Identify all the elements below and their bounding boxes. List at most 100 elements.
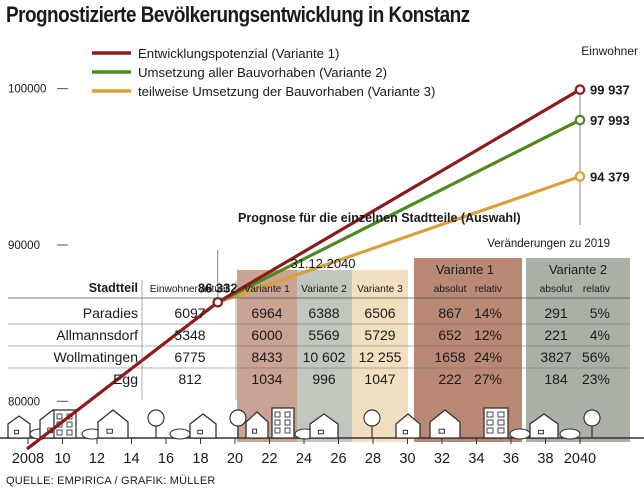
branch-point [212, 297, 224, 308]
cell-current: 5348 [174, 327, 205, 343]
x-tick-label: 34 [468, 451, 484, 467]
block-window [274, 427, 281, 434]
data-labels: 86 332 Einwohner 99 937 97 993 94 379 [198, 44, 638, 295]
branch-value-label: 86 332 [198, 280, 238, 295]
house-shape [245, 411, 269, 439]
x-tick-label: 16 [158, 451, 174, 467]
series-lines [26, 84, 586, 450]
block-window [56, 429, 63, 436]
x-tick-label: 18 [192, 451, 208, 467]
cell-v2-rel: 23% [582, 371, 610, 387]
cell-v1-abs: 222 [438, 371, 462, 387]
y-tick-label: 90000 [8, 240, 40, 252]
block-window [486, 419, 494, 426]
house-window [438, 428, 445, 434]
cell-current: 6775 [174, 349, 205, 365]
band-variante3 [352, 270, 408, 442]
x-tick-label: 26 [330, 451, 346, 467]
x-tick-label: 36 [503, 451, 519, 467]
table-heading: Prognose für die einzelnen Stadtteile (A… [238, 211, 521, 225]
y-tick-label: 80000 [8, 396, 40, 408]
series-line-variante3 [216, 174, 582, 304]
end-value-label-variante3: 94 379 [590, 170, 630, 185]
history-line [26, 300, 220, 450]
block-window [274, 411, 281, 418]
house-window [106, 428, 113, 434]
house-shape [189, 413, 217, 439]
block-window [497, 419, 505, 426]
x-axis: 2008 10 12 14 16 18 20 22 24 26 28 30 32 34 36 38 2040 [12, 438, 596, 467]
cell-variante2: 6388 [308, 305, 339, 321]
legend-label-variante3: teilweise Umsetzung der Bauvorhaben (Var… [138, 84, 435, 99]
x-tick-label: 24 [296, 451, 312, 467]
legend: Entwicklungspotenzial (Variante 1) Umsetz… [92, 46, 435, 99]
skyline-illustration [0, 407, 644, 440]
block-window [486, 411, 494, 418]
cell-v1-rel: 24% [474, 349, 502, 365]
cell-v1-rel: 27% [474, 371, 502, 387]
end-point-variante1 [574, 84, 586, 95]
end-point-variante3 [574, 171, 586, 182]
band-change-variante2 [526, 258, 630, 442]
column-header-variante2: Variante 2 [301, 284, 347, 295]
x-tick-label: 20 [227, 451, 243, 467]
legend-label-variante1: Entwicklungspotenzial (Variante 1) [138, 46, 339, 61]
cell-v2-abs: 291 [544, 305, 568, 321]
column-header-variante3: Variante 3 [357, 284, 403, 295]
block-window [274, 419, 281, 426]
y-axis: 100000 90000 80000 [8, 84, 581, 408]
bush [509, 428, 531, 440]
house-shape [97, 409, 129, 439]
tree-crown [363, 409, 381, 427]
column-header-district: Stadtteil [89, 281, 138, 295]
end-value-label-variante1: 99 937 [590, 83, 630, 98]
house-window [14, 429, 20, 435]
cell-district: Egg [113, 371, 138, 387]
x-tick-label: 2040 [564, 451, 596, 467]
source-credit: QUELLE: EMPIRICA / GRAFIK: MÜLLER [6, 475, 216, 487]
cell-current: 6097 [174, 305, 205, 321]
cell-variante3: 6506 [364, 305, 395, 321]
cell-v2-rel: 56% [582, 349, 610, 365]
cell-variante2: 5569 [308, 327, 339, 343]
cell-variante1: 8433 [251, 349, 282, 365]
x-tick-label: 28 [365, 451, 381, 467]
tree-crown [229, 409, 247, 427]
bush [169, 428, 191, 440]
column-header-v1-rel: relativ [475, 284, 503, 295]
end-point-variante2 [574, 114, 586, 126]
x-tick-label: 30 [399, 451, 415, 467]
chart-title: Prognostizierte Bevölkerungsentwicklung … [6, 2, 470, 27]
cell-variante2: 10 602 [303, 349, 346, 365]
cell-v2-rel: 4% [590, 327, 610, 343]
legend-label-variante2: Umsetzung aller Bauvorhaben (Variante 2) [138, 65, 387, 80]
house-shape [309, 413, 339, 439]
cell-current: 812 [178, 371, 202, 387]
house-window [317, 429, 324, 435]
block-window [284, 411, 291, 418]
column-header-v1-abs: absolut [434, 284, 467, 295]
x-tick-label: 2008 [12, 451, 44, 467]
cell-v2-abs: 3827 [540, 349, 571, 365]
house-shape [7, 415, 31, 439]
cell-v1-abs: 867 [438, 305, 462, 321]
change-variante1-heading: Variante 1 [436, 262, 494, 277]
changes-heading: Veränderungen zu 2019 [487, 238, 610, 250]
column-header-variante1: Variante 1 [244, 284, 290, 295]
house-shape [429, 409, 461, 439]
cell-district: Allmannsdorf [56, 327, 138, 343]
column-header-v2-abs: absolut [540, 284, 573, 295]
cell-v1-rel: 14% [474, 305, 502, 321]
series-line-variante2 [216, 118, 582, 304]
unit-label: Einwohner [581, 44, 638, 58]
cell-variante2: 996 [312, 371, 336, 387]
cell-district: Paradies [83, 305, 138, 321]
date-heading: 31.12.2040 [290, 256, 355, 271]
bush [559, 428, 581, 440]
block-window [66, 421, 73, 428]
house-shape [529, 413, 559, 439]
cell-variante3: 1047 [364, 371, 395, 387]
house-window [197, 429, 203, 435]
district-table: Prognose für die einzelnen Stadtteile (A… [8, 211, 630, 400]
